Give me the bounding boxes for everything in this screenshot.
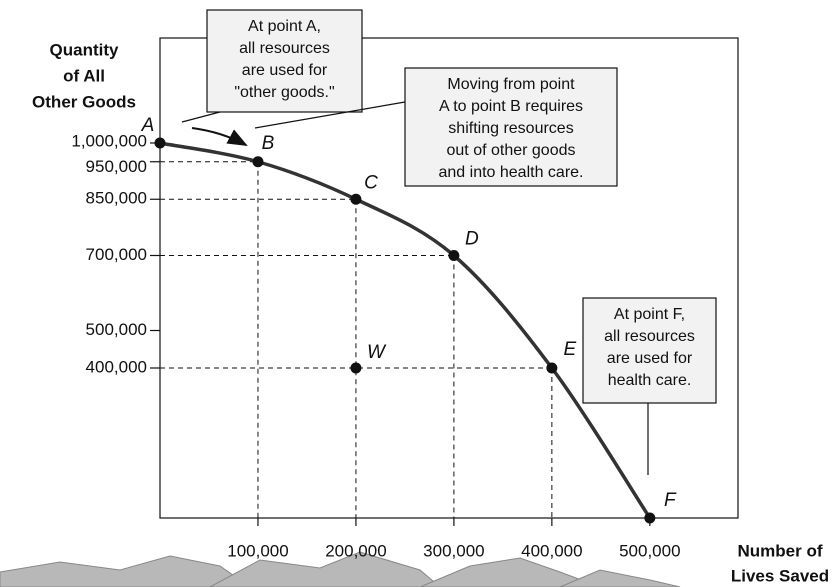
callout-text: all resources [239, 40, 330, 57]
callout-pointer [254, 101, 406, 129]
point [350, 362, 362, 374]
callout-text: "other goods." [234, 84, 334, 101]
point-label: D [465, 229, 479, 250]
callout-text: and into health care. [439, 164, 584, 181]
x-axis-label: Number of [738, 541, 823, 560]
point [644, 512, 656, 524]
callout-box [404, 67, 618, 187]
callout-text: are used for [607, 350, 693, 367]
point [350, 193, 362, 205]
y-axis-label: Other Goods [32, 92, 136, 111]
callout-pointer [181, 111, 221, 123]
point-label: F [664, 490, 677, 511]
rocks [0, 551, 681, 587]
y-tick-label: 400,000 [86, 357, 147, 376]
callout-text: all resources [604, 328, 695, 345]
point-label: C [364, 172, 378, 193]
callout-text: At point F, [614, 306, 685, 323]
callout-text: A to point B requires [439, 98, 583, 115]
callout-text: are used for [242, 62, 328, 79]
point [448, 250, 460, 261]
point-label: E [564, 339, 577, 360]
y-tick-label: 500,000 [86, 320, 147, 339]
y-axis-label: of All [63, 66, 105, 85]
point-label: A [141, 115, 155, 136]
x-tick-label: 300,000 [423, 541, 484, 560]
point [154, 137, 166, 149]
x-tick-label: 500,000 [619, 541, 680, 560]
arrow [191, 127, 248, 146]
plot-frame [159, 37, 739, 519]
point-label: W [367, 342, 387, 363]
point-label: B [262, 133, 275, 154]
y-tick-label: 950,000 [86, 157, 147, 176]
callout-text: shifting resources [448, 120, 573, 137]
x-axis-label: Lives Saved [731, 566, 829, 585]
callout-text: health care. [608, 372, 692, 389]
callout-text: out of other goods [447, 142, 576, 159]
callout-text: At point A, [248, 18, 321, 35]
y-tick-label: 1,000,000 [71, 131, 147, 150]
point [252, 156, 264, 168]
y-tick-label: 850,000 [86, 189, 147, 208]
y-axis-label: Quantity [50, 40, 119, 59]
callout-box [582, 297, 717, 404]
callout-box [206, 9, 363, 113]
y-tick-label: 700,000 [86, 245, 147, 264]
callout-text: Moving from point [447, 76, 575, 93]
x-tick-label: 100,000 [227, 541, 288, 560]
x-tick-label: 200,000 [325, 541, 386, 560]
point [546, 362, 558, 374]
x-tick-label: 400,000 [521, 541, 582, 560]
